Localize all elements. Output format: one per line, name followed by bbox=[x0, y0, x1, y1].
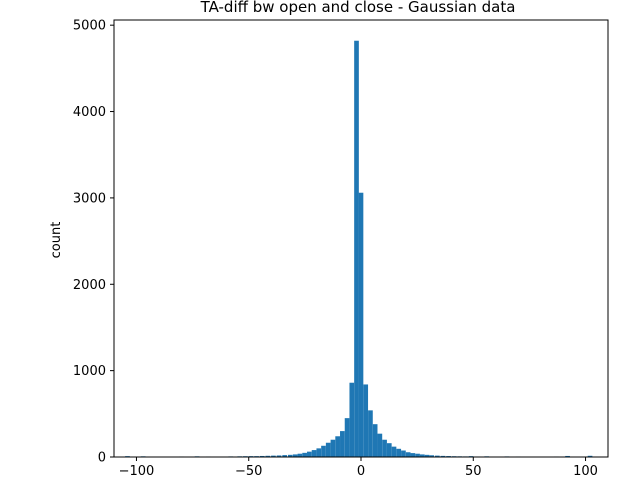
histogram-bar bbox=[429, 455, 435, 457]
x-tick-label: −100 bbox=[119, 464, 155, 479]
bars-layer bbox=[125, 40, 593, 458]
histogram-bar bbox=[587, 455, 593, 457]
histogram-bar bbox=[335, 436, 340, 457]
histogram-bar bbox=[282, 455, 287, 457]
histogram-bar bbox=[386, 443, 392, 457]
histogram-bar bbox=[565, 455, 570, 457]
histogram-bar bbox=[302, 452, 307, 457]
histogram-bar bbox=[419, 454, 425, 457]
y-tick-label: 3000 bbox=[73, 191, 106, 206]
histogram-bar bbox=[307, 451, 312, 457]
histogram-bar bbox=[424, 454, 430, 457]
histogram-bar bbox=[340, 431, 345, 457]
y-axis-ticks: 0 1000 2000 3000 4000 5000 bbox=[73, 19, 114, 466]
histogram-bar bbox=[415, 453, 420, 457]
x-tick-label: 0 bbox=[357, 464, 365, 479]
histogram-bar bbox=[354, 40, 359, 457]
histogram-bar bbox=[377, 433, 383, 457]
histogram-bar bbox=[368, 410, 373, 457]
histogram-bar bbox=[391, 446, 397, 457]
histogram-bar bbox=[382, 439, 387, 457]
histogram-bar bbox=[297, 453, 303, 457]
histogram-bar bbox=[358, 192, 364, 458]
x-tick-label: 100 bbox=[573, 464, 598, 479]
y-tick-label: 5000 bbox=[73, 19, 106, 34]
y-tick-label: 2000 bbox=[73, 278, 106, 293]
histogram-bar bbox=[316, 448, 322, 457]
y-tick-label: 1000 bbox=[73, 364, 106, 379]
histogram-bar bbox=[271, 455, 276, 457]
histogram-bar bbox=[372, 424, 378, 457]
histogram-bar bbox=[396, 448, 402, 457]
y-axis-title: count bbox=[49, 222, 64, 259]
histogram-bar bbox=[410, 453, 416, 457]
histogram-bar bbox=[440, 455, 446, 457]
x-axis-ticks: −100 −50 0 50 100 bbox=[119, 457, 598, 479]
y-tick-label: 0 bbox=[98, 451, 106, 466]
histogram-bar bbox=[330, 439, 336, 457]
histogram-bar bbox=[405, 452, 411, 457]
histogram-bar bbox=[311, 450, 317, 457]
y-tick-label: 4000 bbox=[73, 105, 106, 120]
x-tick-label: −50 bbox=[235, 464, 262, 479]
histogram-bar bbox=[344, 418, 350, 457]
histogram-bar bbox=[259, 455, 265, 457]
histogram-bar bbox=[435, 455, 440, 457]
histogram-bar bbox=[265, 455, 271, 457]
histogram-bar bbox=[349, 382, 355, 457]
chart-title: TA-diff bw open and close - Gaussian dat… bbox=[200, 0, 516, 16]
histogram-bar bbox=[363, 384, 369, 457]
histogram-bar bbox=[401, 450, 406, 457]
histogram-bar bbox=[321, 445, 326, 457]
histogram-bar bbox=[276, 455, 282, 457]
x-tick-label: 50 bbox=[465, 464, 482, 479]
histogram-bar bbox=[292, 454, 298, 457]
histogram-bar bbox=[325, 442, 331, 457]
histogram-bar bbox=[287, 454, 293, 457]
